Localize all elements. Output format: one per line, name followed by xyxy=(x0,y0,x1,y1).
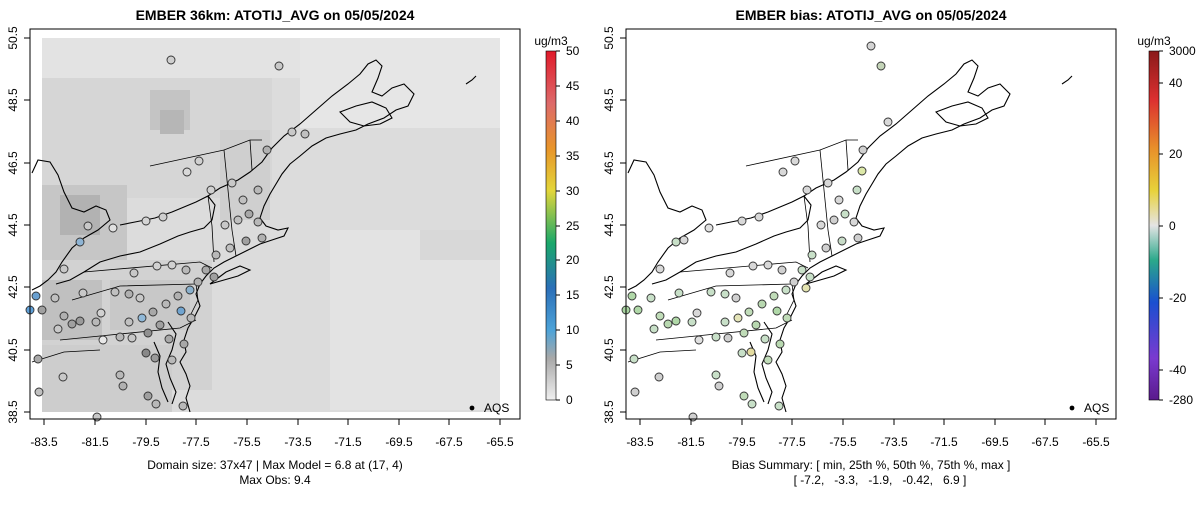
svg-text:38.5: 38.5 xyxy=(602,400,616,424)
svg-text:-73.5: -73.5 xyxy=(284,435,312,449)
svg-text:-79.5: -79.5 xyxy=(132,435,160,449)
svg-text:40.5: 40.5 xyxy=(6,338,20,362)
svg-text:-65.5: -65.5 xyxy=(486,435,514,449)
svg-text:25: 25 xyxy=(566,219,580,233)
svg-text:-71.5: -71.5 xyxy=(930,435,958,449)
svg-text:-75.5: -75.5 xyxy=(829,435,857,449)
svg-text:42.5: 42.5 xyxy=(6,275,20,299)
svg-text:-69.5: -69.5 xyxy=(385,435,413,449)
svg-text:0: 0 xyxy=(566,393,573,407)
svg-text:38.5: 38.5 xyxy=(6,400,20,424)
svg-text:15: 15 xyxy=(566,288,580,302)
svg-text:-69.5: -69.5 xyxy=(981,435,1009,449)
right-caption-line1: Bias Summary: [ min, 25th %, 50th %, 75t… xyxy=(732,458,1011,472)
left-aqs-legend: AQS xyxy=(469,401,509,415)
svg-text:-71.5: -71.5 xyxy=(334,435,362,449)
left-aqs-legend-label: AQS xyxy=(484,401,509,415)
svg-text:20: 20 xyxy=(566,253,580,267)
svg-text:50.5: 50.5 xyxy=(602,26,616,50)
svg-text:0: 0 xyxy=(1169,219,1176,233)
right-colorbar-unit: ug/m3 xyxy=(1137,34,1171,48)
svg-text:-280: -280 xyxy=(1169,393,1193,407)
svg-text:42.5: 42.5 xyxy=(602,275,616,299)
right-x-axis: -83.5 -81.5 -79.5 -77.5 -75.5 -73.5 -71.… xyxy=(626,418,1110,449)
svg-text:-73.5: -73.5 xyxy=(880,435,908,449)
left-aqs-sites xyxy=(25,55,310,422)
left-map-title: EMBER 36km: ATOTIJ_AVG on 05/05/2024 xyxy=(136,7,415,23)
left-concentration-field xyxy=(42,38,500,412)
svg-text:-81.5: -81.5 xyxy=(81,435,109,449)
svg-text:10: 10 xyxy=(566,323,580,337)
svg-text:-67.5: -67.5 xyxy=(435,435,463,449)
right-map-title: EMBER bias: ATOTIJ_AVG on 05/05/2024 xyxy=(735,7,1006,23)
svg-text:46.5: 46.5 xyxy=(602,151,616,175)
left-y-axis: 50.5 48.5 46.5 44.5 42.5 40.5 38.5 xyxy=(6,26,31,424)
svg-text:-67.5: -67.5 xyxy=(1031,435,1059,449)
svg-text:-83.5: -83.5 xyxy=(30,435,58,449)
svg-text:40.5: 40.5 xyxy=(602,338,616,362)
right-aqs-sites xyxy=(621,41,893,422)
svg-text:40: 40 xyxy=(1169,76,1183,90)
svg-text:-81.5: -81.5 xyxy=(677,435,705,449)
svg-text:-65.5: -65.5 xyxy=(1082,435,1110,449)
svg-text:45: 45 xyxy=(566,79,580,93)
left-colorbar: ug/m3 50 45 40 35 30 25 20 15 10 5 0 xyxy=(534,34,579,407)
right-colorbar: ug/m3 3000 40 20 0 -20 -40 -280 xyxy=(1137,34,1196,407)
svg-text:-40: -40 xyxy=(1169,363,1187,377)
svg-text:3000: 3000 xyxy=(1169,44,1196,58)
left-caption-line1: Domain size: 37x47 | Max Model = 6.8 at … xyxy=(147,458,403,472)
svg-text:-77.5: -77.5 xyxy=(778,435,806,449)
svg-text:20: 20 xyxy=(1169,147,1183,161)
svg-text:35: 35 xyxy=(566,149,580,163)
svg-text:50.5: 50.5 xyxy=(6,26,20,50)
left-colorbar-unit: ug/m3 xyxy=(534,34,568,48)
left-x-axis: -83.5 -81.5 -79.5 -77.5 -75.5 -73.5 -71.… xyxy=(30,418,514,449)
right-y-axis: 50.5 48.5 46.5 44.5 42.5 40.5 38.5 xyxy=(602,26,627,424)
svg-text:48.5: 48.5 xyxy=(602,88,616,112)
svg-text:30: 30 xyxy=(566,184,580,198)
svg-text:5: 5 xyxy=(566,358,573,372)
right-caption-line2: [ -7.2, -3.3, -1.9, -0.42, 6.9 ] xyxy=(794,473,967,487)
right-aqs-legend-label: AQS xyxy=(1084,401,1109,415)
left-panel: EMBER 36km: ATOTIJ_AVG on 05/05/2024 xyxy=(6,7,580,487)
svg-text:-79.5: -79.5 xyxy=(728,435,756,449)
svg-text:50: 50 xyxy=(566,44,580,58)
svg-text:-20: -20 xyxy=(1169,291,1187,305)
svg-text:46.5: 46.5 xyxy=(6,151,20,175)
left-caption-line2: Max Obs: 9.4 xyxy=(239,473,311,487)
svg-text:44.5: 44.5 xyxy=(602,213,616,237)
svg-text:-77.5: -77.5 xyxy=(182,435,210,449)
svg-text:40: 40 xyxy=(566,114,580,128)
svg-text:48.5: 48.5 xyxy=(6,88,20,112)
right-aqs-legend: AQS xyxy=(1069,401,1109,415)
svg-text:-83.5: -83.5 xyxy=(626,435,654,449)
right-panel: EMBER bias: ATOTIJ_AVG on 05/05/2024 xyxy=(602,7,1196,487)
svg-text:44.5: 44.5 xyxy=(6,213,20,237)
svg-text:-75.5: -75.5 xyxy=(233,435,261,449)
